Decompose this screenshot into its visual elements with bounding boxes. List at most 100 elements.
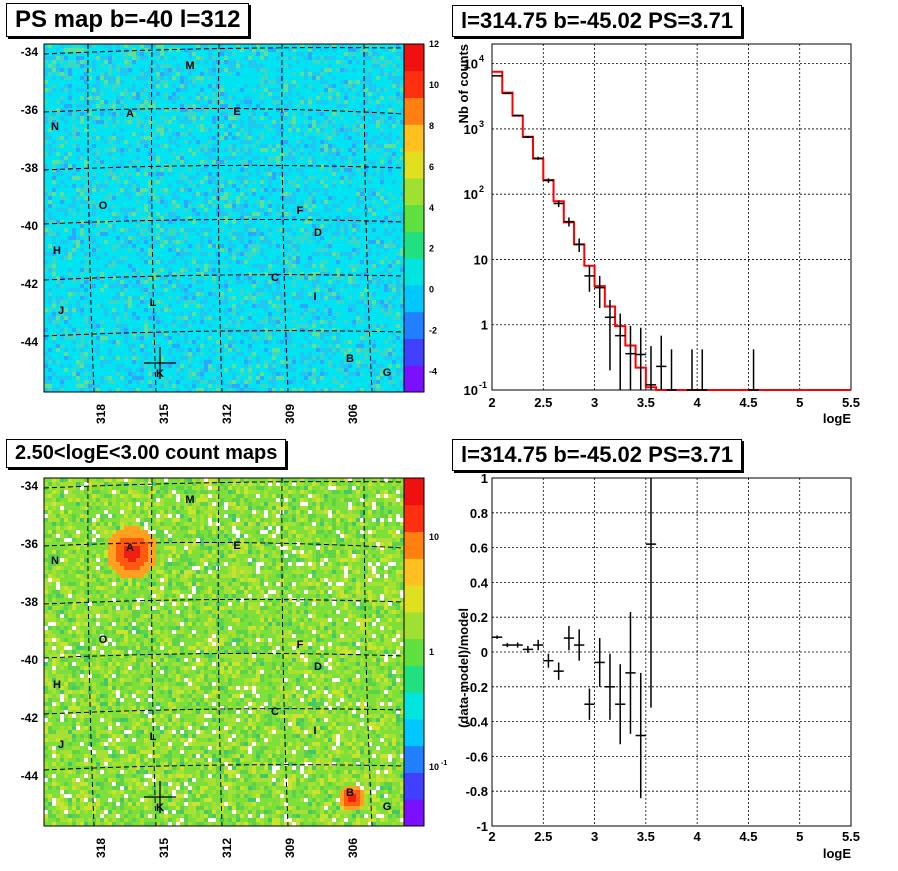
spectrum-y-tick-exp: 3 — [479, 119, 484, 129]
top-map-lat-line — [43, 218, 405, 225]
bottom-map-x-tick: 309 — [283, 838, 297, 858]
residual-x-tick: 2.5 — [534, 829, 552, 844]
top-map-source-label: J — [58, 305, 64, 317]
top-colorbar-band — [404, 97, 424, 125]
spectrum-y-tick: 10 — [464, 122, 478, 137]
top-colorbar-band — [404, 124, 424, 152]
top-colorbar-tick: 12 — [429, 39, 439, 49]
top-map-y-tick: -40 — [21, 219, 39, 233]
bottom-colorbar-band — [404, 745, 424, 773]
bottom-colorbar-band — [404, 772, 424, 800]
top-colorbar-band — [404, 365, 424, 393]
bottom-map-lat-line — [43, 598, 405, 605]
bottom-colorbar-band — [404, 478, 424, 506]
bottom-map-source-label: H — [53, 679, 61, 691]
bottom-map-source-label: O — [99, 634, 108, 646]
bottom-map-lat-line — [43, 541, 405, 549]
bottom-map-y-tick: -34 — [21, 479, 39, 493]
top-map-source-label: D — [314, 227, 322, 239]
top-colorbar-tick: 4 — [429, 203, 434, 213]
top-colorbar-tick: 8 — [429, 121, 434, 131]
bottom-map-x-tick: 315 — [157, 838, 171, 858]
spectrum-x-tick: 5.5 — [842, 395, 860, 410]
top-map-y-tick: -44 — [21, 335, 39, 349]
top-map-source-label: C — [271, 272, 279, 284]
bottom-colorbar-band — [404, 504, 424, 533]
top-map-x-tick: 312 — [220, 404, 234, 424]
bottom-map-source-label: E — [233, 540, 240, 552]
bottom-map-y-tick: -44 — [21, 769, 39, 783]
bottom-colorbar-tick: 10 — [429, 532, 439, 542]
bottom-map-source-label: G — [383, 801, 392, 813]
spectrum-x-tick: 3 — [591, 395, 598, 410]
residual-frame — [491, 477, 852, 827]
bottom-map-source-label: A — [126, 542, 134, 554]
residual-x-tick: 2 — [488, 829, 495, 844]
residual-y-tick: 0.8 — [470, 506, 488, 521]
top-colorbar-tick: -2 — [429, 326, 437, 336]
bottom-map-lat-line — [43, 708, 405, 715]
spectrum-x-tick: 4.5 — [739, 395, 757, 410]
top-map-title: PS map b=-40 l=312 — [6, 3, 250, 37]
spectrum-y-tick-exp: -1 — [479, 380, 487, 390]
top-map-source-label: B — [346, 353, 354, 365]
top-map-source-label: N — [51, 121, 59, 133]
bottom-map-source-label: C — [271, 706, 279, 718]
bottom-map-y-tick: -38 — [21, 595, 39, 609]
bottom-map-x-tick: 306 — [346, 838, 360, 858]
top-colorbar-tick: -4 — [429, 367, 437, 377]
bottom-map-x-tick: 318 — [94, 838, 108, 858]
top-map-lat-line — [43, 274, 405, 281]
top-map-source-label: M — [185, 60, 194, 72]
bottom-map-source-label: M — [185, 494, 194, 506]
bottom-colorbar-band — [404, 692, 424, 720]
residual-x-tick: 3.5 — [637, 829, 655, 844]
top-colorbar-band — [404, 70, 424, 99]
bottom-map-source-label: L — [150, 731, 157, 743]
top-map-x-tick: 318 — [94, 404, 108, 424]
top-map-source-label: O — [99, 200, 108, 212]
spectrum-y-tick: 10 — [464, 187, 478, 202]
residual-y-tick: 0.6 — [470, 541, 488, 556]
top-map-lat-line — [43, 164, 405, 171]
top-map-source-label: L — [150, 297, 157, 309]
bottom-map-source-label: D — [314, 661, 322, 673]
bottom-map-source-label: I — [313, 725, 316, 737]
bottom-colorbar-band — [404, 611, 424, 640]
top-map-x-tick: 306 — [346, 404, 360, 424]
top-map-source-label: E — [233, 106, 240, 118]
residual-y-label: (data-model)/model — [456, 608, 471, 728]
residual-y-tick: 1 — [481, 471, 488, 486]
top-map-y-tick: -36 — [21, 103, 39, 117]
spectrum-x-label: logE — [823, 411, 851, 426]
spectrum-y-tick: 1 — [481, 318, 488, 333]
top-map-x-tick: 309 — [283, 404, 297, 424]
residual-y-tick: -0.4 — [466, 715, 489, 730]
top-colorbar-band — [404, 284, 424, 313]
residual-title: l=314.75 b=-45.02 PS=3.71 — [452, 439, 743, 471]
spectrum-y-tick: 10 — [464, 383, 478, 398]
residual-y-tick: -0.6 — [466, 749, 488, 764]
bottom-colorbar-band — [404, 558, 424, 586]
bottom-map-lat-line — [43, 764, 405, 771]
residual-y-tick: 0.4 — [470, 575, 489, 590]
top-map-lat-line — [43, 47, 405, 55]
spectrum-y-tick-exp: 2 — [479, 184, 484, 194]
top-map-y-tick: -38 — [21, 161, 39, 175]
spectrum-y-label: Nb of counts — [456, 44, 471, 123]
bottom-map-lat-line — [43, 481, 405, 489]
bottom-map-source-label: J — [58, 739, 64, 751]
bottom-map-panel — [44, 478, 404, 826]
top-map-y-tick: -34 — [21, 45, 39, 59]
residual-x-tick: 5 — [796, 829, 803, 844]
top-map-lat-line — [43, 107, 405, 115]
top-colorbar-tick: 6 — [429, 162, 434, 172]
spectrum-model-line — [492, 70, 851, 391]
bottom-colorbar-band — [404, 531, 424, 559]
top-map-x-tick: 315 — [157, 404, 171, 424]
bottom-colorbar-band — [404, 799, 424, 827]
top-map-lat-line — [43, 330, 405, 337]
top-colorbar-band — [404, 311, 424, 339]
bottom-map-title: 2.50<logE<3.00 count maps — [6, 439, 287, 468]
bottom-map-y-tick: -40 — [21, 653, 39, 667]
